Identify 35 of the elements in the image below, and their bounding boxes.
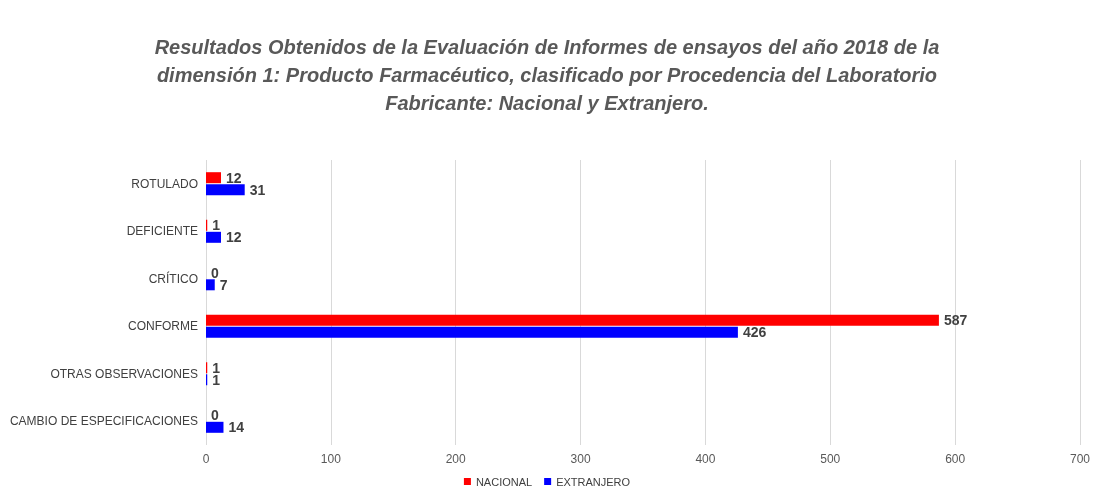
y-tick-label: ROTULADO: [131, 176, 198, 191]
data-label: 0: [211, 264, 219, 281]
data-label: 0: [211, 407, 219, 424]
data-label: 12: [225, 169, 242, 186]
data-label: 14: [228, 419, 245, 436]
x-tick-label: 500: [820, 452, 841, 466]
data-label: 587: [943, 312, 968, 329]
x-tick-label: 300: [570, 452, 591, 466]
data-label: 426: [742, 324, 767, 341]
bar: [206, 326, 738, 338]
x-tick-label: 600: [945, 452, 966, 466]
y-tick-label: OTRAS OBSERVACIONES: [50, 366, 198, 381]
data-label: 31: [249, 181, 266, 198]
bar: [206, 231, 221, 243]
x-tick-label: 100: [320, 452, 342, 466]
y-tick-label: CONFORME: [128, 319, 198, 334]
data-label: 1: [212, 217, 221, 234]
bar: [206, 314, 939, 326]
x-tick-label: 200: [445, 452, 467, 466]
data-label: 7: [219, 276, 228, 293]
bar: [206, 279, 215, 291]
legend-label: NACIONAL: [475, 475, 533, 488]
data-label: 12: [225, 229, 242, 246]
bar: [206, 184, 245, 196]
legend-label: EXTRANJERO: [556, 475, 631, 488]
bar: [206, 421, 224, 433]
data-label: 1: [212, 359, 221, 376]
y-tick-label: DEFICIENTE: [126, 224, 198, 239]
chart-title: Resultados Obtenidos de la Evaluación de Informes de ensayos del año 2018 de la dimensión 1: Producto Farmacéutico, clasificado por Procedencia del Laboratorio Fabricante: Nacional y Extranjero.: [154, 36, 940, 114]
y-tick-label: CRÍTICO: [148, 270, 198, 286]
bar: [206, 172, 221, 184]
x-tick-label: 700: [1069, 452, 1091, 466]
y-tick-label: CAMBIO DE ESPECIFICACIONES: [9, 414, 198, 429]
x-tick-label: 0: [202, 452, 210, 466]
x-tick-label: 400: [695, 452, 716, 466]
